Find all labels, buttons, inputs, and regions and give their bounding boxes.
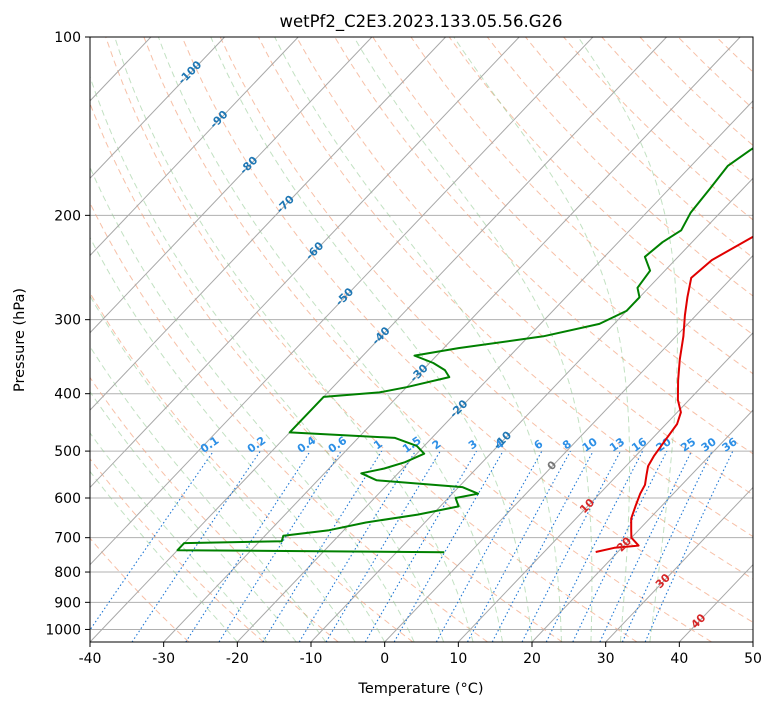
moist-adiabat-line bbox=[90, 470, 238, 642]
moist-adiabat-line bbox=[90, 236, 386, 642]
isotherm-line bbox=[90, 37, 446, 411]
y-tick-label: 500 bbox=[54, 444, 81, 460]
isotherm-line bbox=[90, 37, 225, 179]
y-axis-title: Pressure (hPa) bbox=[12, 288, 28, 392]
moist-adiabat-line bbox=[114, 37, 474, 642]
y-tick-label: 300 bbox=[54, 313, 81, 329]
moist-adiabat-line bbox=[453, 37, 631, 642]
moist-adiabat-line bbox=[577, 37, 678, 642]
x-tick-label: 50 bbox=[744, 651, 762, 667]
dewpoint-profile-line bbox=[176, 147, 753, 554]
isotherm-line bbox=[90, 37, 520, 489]
profile-series bbox=[176, 147, 753, 554]
x-tick-label: 0 bbox=[380, 651, 389, 667]
x-tick-label: -20 bbox=[226, 651, 249, 667]
moist-adiabat-line bbox=[90, 75, 445, 642]
mixing-ratio-line bbox=[131, 450, 261, 642]
isotherm-line bbox=[384, 254, 753, 642]
y-tick-label: 400 bbox=[54, 387, 81, 403]
dry-adiabat-line bbox=[486, 37, 753, 297]
y-tick-label: 800 bbox=[54, 565, 81, 581]
isotherm-line bbox=[531, 409, 753, 642]
isotherm-line bbox=[90, 37, 667, 642]
dry-adiabat-line bbox=[90, 201, 488, 642]
moist-adiabat-line bbox=[90, 295, 356, 642]
moist-adiabats bbox=[90, 37, 678, 642]
dry-adiabat-line bbox=[448, 37, 753, 336]
y-tick-label: 600 bbox=[54, 491, 81, 507]
dry-adiabat-line bbox=[219, 37, 753, 580]
x-tick-label: 10 bbox=[449, 651, 467, 667]
moist-adiabat-line bbox=[274, 37, 562, 642]
x-tick-label: 40 bbox=[670, 651, 688, 667]
dry-adiabat-line bbox=[181, 37, 753, 623]
isotherm-line bbox=[90, 37, 373, 334]
isotherm-line bbox=[457, 332, 753, 642]
x-tick-label: -10 bbox=[300, 651, 323, 667]
mixing-ratio-line bbox=[298, 450, 416, 642]
y-tick-label: 900 bbox=[54, 595, 81, 611]
x-axis-title: Temperature (°C) bbox=[357, 681, 483, 697]
mixing-ratio-line bbox=[435, 450, 543, 642]
mixing-ratio-line bbox=[572, 450, 668, 642]
y-tick-label: 700 bbox=[54, 531, 81, 547]
moist-adiabat-line bbox=[210, 37, 533, 642]
x-axis-ticks: -40 -30 -20 -10 0 10 20 30 40 50 bbox=[79, 642, 762, 667]
axes-frame bbox=[89, 36, 754, 643]
mixing-ratio-line bbox=[467, 450, 571, 642]
plot-area: 0.1 0.2 0.4 0.6 1 1.5 2 3 4 6 8 10 13 16 20 25 30 36 -100… bbox=[90, 37, 753, 642]
mixing-ratio-line bbox=[218, 450, 342, 642]
y-axis-ticks: 100 200 300 400 500 600 700 800 900 1000 bbox=[45, 30, 90, 638]
y-tick-label: 200 bbox=[54, 208, 81, 224]
temperature-profile-line bbox=[595, 235, 753, 553]
dry-adiabat-line bbox=[105, 37, 638, 642]
y-tick-label: 1000 bbox=[45, 622, 81, 638]
chart-title: wetPf2_C2E3.2023.133.05.56.G26 bbox=[279, 12, 562, 32]
dry-adiabat-line bbox=[296, 37, 753, 496]
mixing-ratio-line bbox=[90, 450, 214, 631]
dry-adiabat-line bbox=[143, 37, 712, 642]
x-tick-label: 30 bbox=[597, 651, 615, 667]
moist-adiabat-line bbox=[90, 345, 327, 642]
dry-adiabat-line bbox=[334, 37, 753, 455]
y-tick-label: 100 bbox=[54, 30, 81, 46]
mixing-ratio-line bbox=[185, 450, 311, 642]
isotherm-line bbox=[90, 37, 594, 566]
dry-adiabat-line bbox=[372, 37, 753, 415]
isotherm-line bbox=[310, 177, 753, 642]
isotherm-line bbox=[90, 37, 299, 257]
moist-adiabat-line bbox=[90, 390, 297, 642]
dry-adiabat-line bbox=[410, 37, 753, 375]
x-tick-label: -40 bbox=[79, 651, 102, 667]
moist-adiabat-line bbox=[353, 37, 593, 642]
mixing-ratio-line bbox=[545, 450, 644, 642]
moist-adiabat-line bbox=[90, 432, 268, 642]
isotherm-line bbox=[605, 486, 753, 642]
dry-adiabat-line bbox=[90, 102, 563, 642]
x-tick-label: -30 bbox=[152, 651, 175, 667]
x-tick-label: 20 bbox=[523, 651, 541, 667]
dry-adiabat-line bbox=[90, 458, 264, 642]
